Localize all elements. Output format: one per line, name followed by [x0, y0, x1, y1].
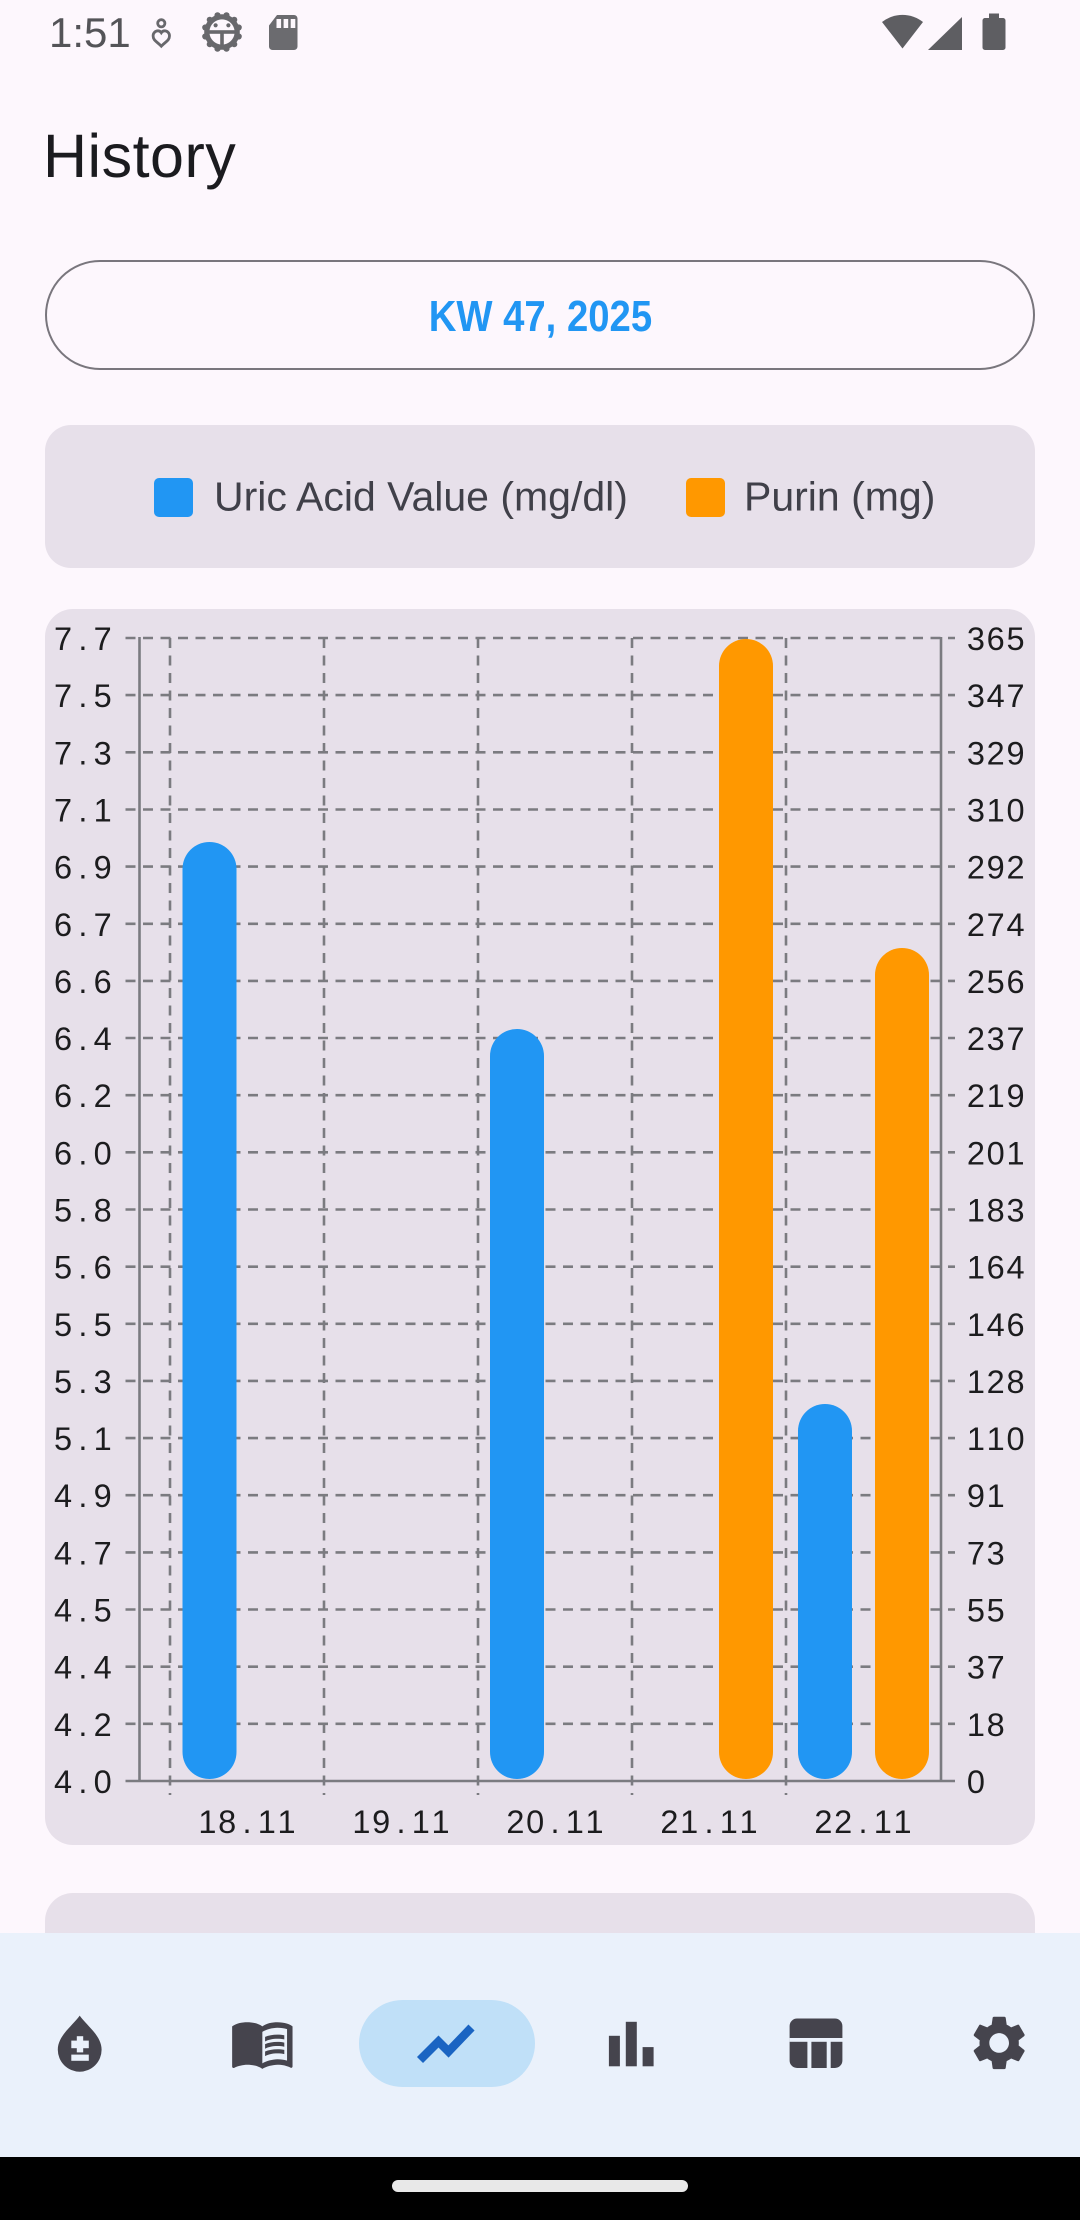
svg-text:256: 256: [967, 964, 1025, 1000]
svg-text:22.11: 22. 11: [814, 1804, 911, 1840]
svg-text:329: 329: [967, 735, 1025, 771]
svg-text:219: 219: [967, 1078, 1025, 1114]
svg-text:20.11: 20. 11: [506, 1804, 603, 1840]
svg-text:6.9: 6.9: [54, 850, 112, 886]
svg-text:37: 37: [967, 1650, 1005, 1686]
svg-text:19.11: 19. 11: [352, 1804, 449, 1840]
svg-text:6.2: 6.2: [54, 1078, 112, 1114]
svg-text:6.7: 6.7: [54, 907, 112, 943]
svg-text:201: 201: [967, 1135, 1025, 1171]
svg-text:4.2: 4.2: [54, 1707, 112, 1743]
svg-text:128: 128: [967, 1364, 1025, 1400]
svg-text:7.7: 7.7: [54, 621, 112, 657]
svg-text:292: 292: [967, 850, 1025, 886]
svg-text:4.7: 4.7: [54, 1535, 112, 1571]
svg-text:347: 347: [967, 678, 1025, 714]
svg-text:5.1: 5.1: [54, 1421, 112, 1457]
svg-text:6.6: 6.6: [54, 964, 112, 1000]
svg-text:183: 183: [967, 1193, 1025, 1229]
svg-text:310: 310: [967, 793, 1025, 829]
svg-text:18: 18: [967, 1707, 1005, 1743]
svg-text:274: 274: [967, 907, 1025, 943]
svg-text:7.1: 7.1: [54, 793, 112, 829]
svg-text:5.5: 5.5: [54, 1307, 112, 1343]
svg-text:73: 73: [967, 1535, 1005, 1571]
svg-text:7.3: 7.3: [54, 735, 112, 771]
svg-text:5.3: 5.3: [54, 1364, 112, 1400]
svg-text:55: 55: [967, 1593, 1005, 1629]
svg-text:4.0: 4.0: [54, 1764, 112, 1800]
svg-text:146: 146: [967, 1307, 1025, 1343]
svg-text:5.8: 5.8: [54, 1193, 112, 1229]
svg-text:6.0: 6.0: [54, 1135, 112, 1171]
svg-text:4.9: 4.9: [54, 1478, 112, 1514]
svg-text:6.4: 6.4: [54, 1021, 112, 1057]
svg-text:237: 237: [967, 1021, 1025, 1057]
svg-text:7.5: 7.5: [54, 678, 112, 714]
svg-text:18.11: 18. 11: [198, 1804, 295, 1840]
svg-text:110: 110: [967, 1421, 1025, 1457]
svg-text:365: 365: [967, 621, 1025, 657]
svg-text:4.4: 4.4: [54, 1650, 112, 1686]
svg-text:91: 91: [967, 1478, 1005, 1514]
svg-text:4.5: 4.5: [54, 1593, 112, 1629]
svg-text:5.6: 5.6: [54, 1250, 112, 1286]
svg-text:0: 0: [967, 1764, 985, 1800]
svg-text:21.11: 21. 11: [660, 1804, 757, 1840]
svg-text:164: 164: [967, 1250, 1025, 1286]
